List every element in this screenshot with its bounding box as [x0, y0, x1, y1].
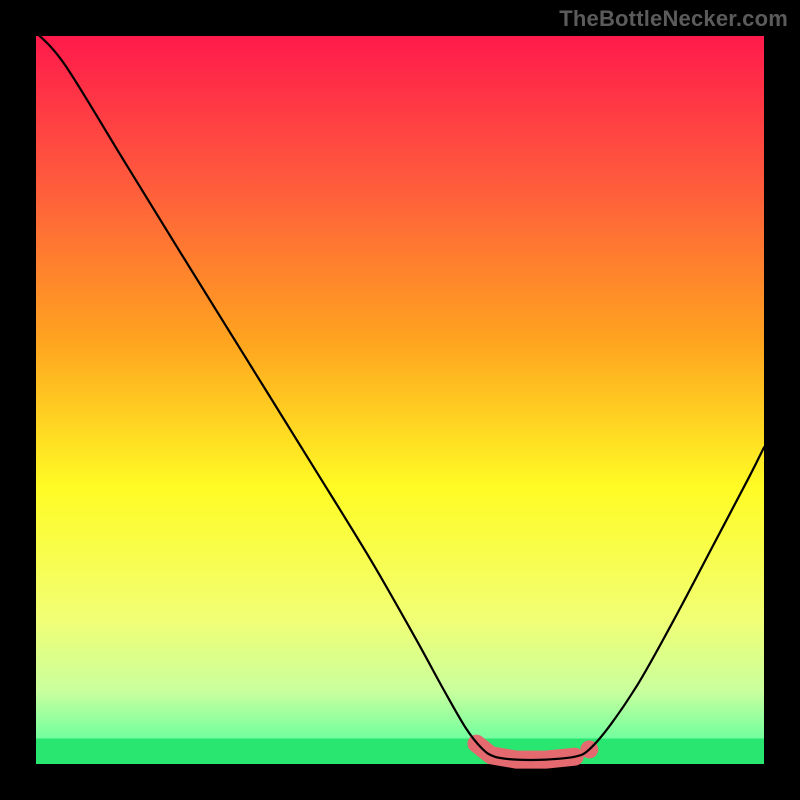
bottleneck-chart	[0, 0, 800, 800]
chart-frame: TheBottleNecker.com	[0, 0, 800, 800]
bottom-band	[36, 739, 764, 764]
